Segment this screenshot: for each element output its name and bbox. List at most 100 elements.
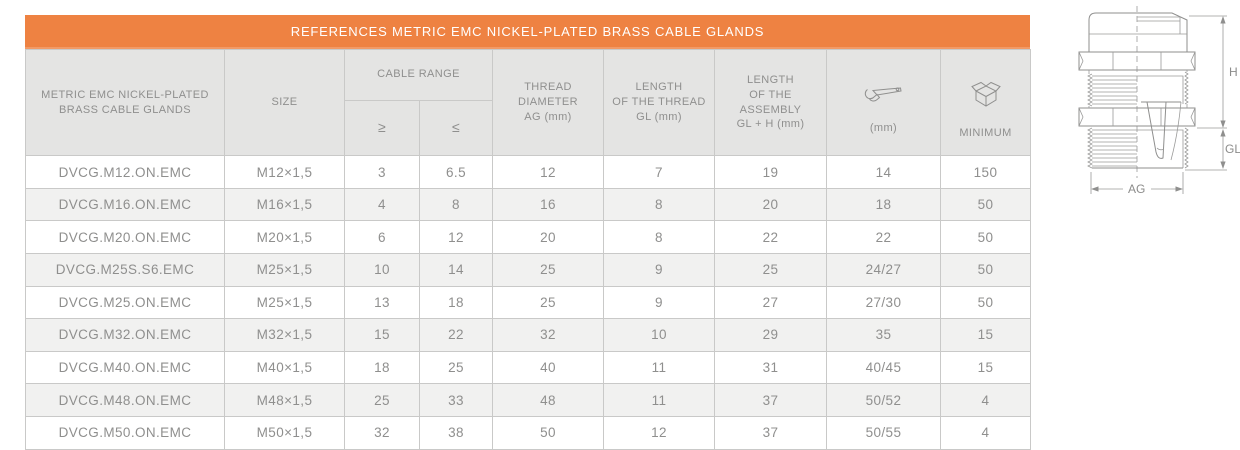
cell-size: M40×1,5 bbox=[224, 350, 345, 385]
dimension-ag: AG bbox=[1090, 172, 1184, 196]
cell-wrench: 18 bbox=[826, 187, 941, 222]
wrench-icon bbox=[864, 70, 904, 118]
table-header: METRIC EMC NICKEL-PLATED BRASS CABLE GLA… bbox=[25, 48, 1031, 157]
cell-gl: 8 bbox=[603, 187, 715, 222]
packaging-box-icon bbox=[970, 65, 1002, 123]
cell-minimum: 50 bbox=[940, 285, 1031, 320]
gland-cap bbox=[1088, 12, 1188, 52]
cell-max: 14 bbox=[419, 253, 493, 287]
cell-max: 12 bbox=[419, 220, 493, 254]
cell-glh: 20 bbox=[714, 187, 827, 222]
table-body: DVCG.M12.ON.EMC M12×1,5 3 6.5 12 7 19 14 150 DVCG… bbox=[25, 155, 1031, 450]
table-row: DVCG.M32.ON.EMC M32×1,5 15 22 32 10 29 35 15 bbox=[25, 318, 1031, 352]
cell-gl: 11 bbox=[603, 350, 715, 385]
cell-gl: 12 bbox=[603, 415, 715, 450]
dim-label-gl: GL bbox=[1225, 142, 1240, 156]
cell-wrench: 50/55 bbox=[826, 415, 941, 450]
cell-minimum: 50 bbox=[940, 220, 1031, 254]
table-row: DVCG.M40.ON.EMC M40×1,5 18 25 40 11 31 40/45 15 bbox=[25, 350, 1031, 385]
cell-minimum: 4 bbox=[940, 415, 1031, 450]
cell-wrench: 14 bbox=[826, 155, 941, 189]
dim-label-ag: AG bbox=[1128, 182, 1145, 196]
cell-max: 6.5 bbox=[419, 155, 493, 189]
cell-minimum: 4 bbox=[940, 383, 1031, 417]
cell-wrench: 24/27 bbox=[826, 253, 941, 287]
cell-wrench: 40/45 bbox=[826, 350, 941, 385]
cell-min: 18 bbox=[344, 350, 420, 385]
wrench-unit-label: (mm) bbox=[869, 121, 898, 134]
cell-min: 32 bbox=[344, 415, 420, 450]
reference-table-section: REFERENCES METRIC EMC NICKEL-PLATED BRAS… bbox=[25, 15, 1031, 450]
cell-ref: DVCG.M50.ON.EMC bbox=[25, 415, 225, 450]
cell-min: 13 bbox=[344, 285, 420, 320]
cell-ref: DVCG.M32.ON.EMC bbox=[25, 318, 225, 352]
cell-ref: DVCG.M16.ON.EMC bbox=[25, 187, 225, 222]
technical-drawing-svg: H GL AG bbox=[1078, 6, 1240, 196]
cell-wrench: 50/52 bbox=[826, 383, 941, 417]
hex-nut-upper bbox=[1078, 51, 1196, 71]
cell-glh: 25 bbox=[714, 253, 827, 287]
cell-ag: 48 bbox=[492, 383, 604, 417]
cell-size: M25×1,5 bbox=[224, 285, 345, 320]
cell-ag: 32 bbox=[492, 318, 604, 352]
cell-gl: 9 bbox=[603, 253, 715, 287]
table-row: DVCG.M12.ON.EMC M12×1,5 3 6.5 12 7 19 14 150 bbox=[25, 155, 1031, 189]
cell-ag: 20 bbox=[492, 220, 604, 254]
cell-ag: 25 bbox=[492, 285, 604, 320]
table-row: DVCG.M20.ON.EMC M20×1,5 6 12 20 8 22 22 50 bbox=[25, 220, 1031, 254]
cell-wrench: 35 bbox=[826, 318, 941, 352]
cell-ref: DVCG.M25.ON.EMC bbox=[25, 285, 225, 320]
cell-min: 10 bbox=[344, 253, 420, 287]
lower-thread-section bbox=[1087, 127, 1189, 169]
cell-wrench: 22 bbox=[826, 220, 941, 254]
cell-glh: 37 bbox=[714, 415, 827, 450]
col-header-thread-diameter: THREAD DIAMETER AG (mm) bbox=[492, 48, 604, 157]
cell-glh: 22 bbox=[714, 220, 827, 254]
cell-glh: 29 bbox=[714, 318, 827, 352]
minimum-label: MINIMUM bbox=[959, 126, 1012, 139]
table-row: DVCG.M25S.S6.EMC M25×1,5 10 14 25 9 25 24/27 50 bbox=[25, 253, 1031, 287]
cell-ref: DVCG.M12.ON.EMC bbox=[25, 155, 225, 189]
cell-size: M48×1,5 bbox=[224, 383, 345, 417]
cell-gl: 11 bbox=[603, 383, 715, 417]
cell-max: 25 bbox=[419, 350, 493, 385]
cell-ref: DVCG.M25S.S6.EMC bbox=[25, 253, 225, 287]
cell-minimum: 15 bbox=[940, 318, 1031, 352]
cell-glh: 37 bbox=[714, 383, 827, 417]
cell-glh: 27 bbox=[714, 285, 827, 320]
cell-minimum: 150 bbox=[940, 155, 1031, 189]
cell-size: M16×1,5 bbox=[224, 187, 345, 222]
col-header-length-thread: LENGTH OF THE THREAD GL (mm) bbox=[603, 48, 715, 157]
cell-size: M25×1,5 bbox=[224, 253, 345, 287]
cell-minimum: 50 bbox=[940, 253, 1031, 287]
upper-thread-section bbox=[1087, 70, 1189, 107]
cell-min: 3 bbox=[344, 155, 420, 189]
dimension-h: H bbox=[1185, 15, 1238, 171]
cable-gland-drawing: H GL AG bbox=[1075, 4, 1240, 216]
cell-ag: 16 bbox=[492, 187, 604, 222]
cell-max: 8 bbox=[419, 187, 493, 222]
cell-gl: 8 bbox=[603, 220, 715, 254]
cell-gl: 9 bbox=[603, 285, 715, 320]
table-row: DVCG.M16.ON.EMC M16×1,5 4 8 16 8 20 18 50 bbox=[25, 187, 1031, 222]
col-header-cable-range: CABLE RANGE bbox=[344, 49, 493, 101]
cell-gl: 10 bbox=[603, 318, 715, 352]
dim-label-h: H bbox=[1229, 65, 1238, 79]
cell-ag: 12 bbox=[492, 155, 604, 189]
table-row: DVCG.M50.ON.EMC M50×1,5 32 38 50 12 37 50/55 4 bbox=[25, 415, 1031, 450]
cell-min: 6 bbox=[344, 220, 420, 254]
cell-max: 18 bbox=[419, 285, 493, 320]
cell-ref: DVCG.M40.ON.EMC bbox=[25, 350, 225, 385]
cell-max: 33 bbox=[419, 383, 493, 417]
col-header-product: METRIC EMC NICKEL-PLATED BRASS CABLE GLA… bbox=[25, 48, 225, 157]
cell-minimum: 50 bbox=[940, 187, 1031, 222]
cell-max: 22 bbox=[419, 318, 493, 352]
cell-size: M12×1,5 bbox=[224, 155, 345, 189]
col-header-range-max: ≤ bbox=[419, 99, 493, 157]
table-title: REFERENCES METRIC EMC NICKEL-PLATED BRAS… bbox=[290, 23, 765, 39]
cell-min: 4 bbox=[344, 187, 420, 222]
cell-minimum: 15 bbox=[940, 350, 1031, 385]
dimension-gl: GL bbox=[1220, 129, 1240, 169]
col-header-wrench: (mm) bbox=[826, 48, 941, 157]
